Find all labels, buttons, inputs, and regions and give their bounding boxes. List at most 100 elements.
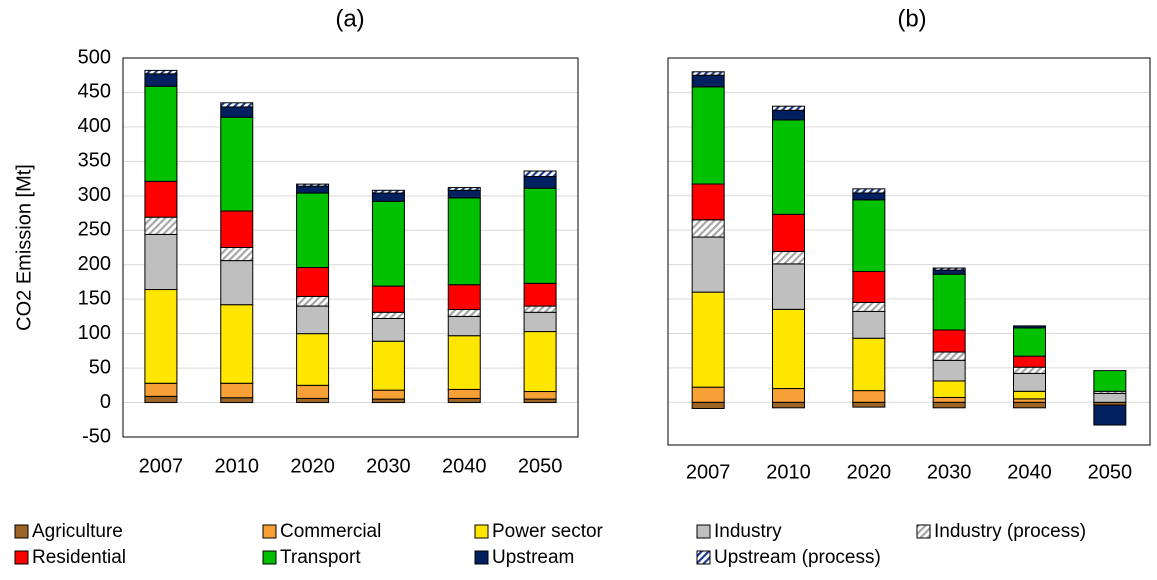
- y-tick-label: 200: [78, 253, 111, 275]
- bar-segment: [523, 170, 557, 178]
- y-tick-label: 300: [78, 184, 111, 206]
- x-tick-label: 2030: [927, 461, 972, 483]
- bar-segment: [1013, 372, 1046, 392]
- bar-segment: [691, 183, 725, 221]
- legend-swatch: [474, 524, 489, 539]
- legend-label: Upstream (process): [714, 547, 881, 568]
- bar-segment: [691, 74, 725, 88]
- bar-segment: [220, 397, 254, 404]
- bar-segment: [220, 116, 254, 212]
- bar-segment: [852, 401, 886, 408]
- bar-segment: [932, 269, 966, 275]
- y-axis-title: CO2 Emission [Mt]: [13, 164, 35, 331]
- bar-segment: [523, 398, 557, 404]
- bar-segment: [144, 395, 178, 404]
- bar-segment: [371, 311, 405, 319]
- bar-segment: [852, 310, 886, 339]
- bar-segment: [371, 200, 405, 287]
- bar-segment: [447, 388, 481, 399]
- bar-segment: [1013, 401, 1046, 409]
- bar-segment: [852, 301, 886, 312]
- bar-segment: [932, 401, 966, 409]
- bar-segment: [220, 210, 254, 248]
- legend-swatch: [916, 524, 931, 539]
- bar-segment: [220, 106, 254, 118]
- chart-title: (a): [335, 5, 364, 32]
- bar-segment: [1013, 355, 1046, 368]
- y-tick-label: 50: [89, 356, 111, 378]
- bar-segment: [144, 69, 178, 75]
- bar-segment: [523, 305, 557, 313]
- y-tick-label: 0: [100, 391, 111, 413]
- legend-label: Industry: [714, 521, 782, 542]
- legend-label: Agriculture: [32, 521, 123, 542]
- bar-segment: [852, 188, 886, 194]
- bar-segment: [1013, 390, 1046, 400]
- x-tick-label: 2007: [686, 461, 731, 483]
- bar-segment: [691, 291, 725, 388]
- y-tick-label: 150: [78, 287, 111, 309]
- legend-label: Transport: [280, 547, 361, 568]
- bar-segment: [1013, 398, 1046, 403]
- bar-segment: [144, 382, 178, 397]
- bar-segment: [447, 315, 481, 337]
- bar-segment: [772, 308, 805, 390]
- bar-segment: [144, 180, 178, 218]
- bar-segment: [371, 285, 405, 313]
- bar-segment: [371, 389, 405, 400]
- legend-label: Industry (process): [934, 521, 1086, 542]
- bar-segment: [691, 71, 725, 76]
- y-tick-label: 100: [78, 322, 111, 344]
- bar-segment: [1093, 404, 1127, 426]
- x-tick-label: 2050: [1088, 461, 1133, 483]
- bar-segment: [523, 311, 557, 333]
- bar-segment: [772, 105, 805, 111]
- legend-label: Upstream: [492, 547, 574, 568]
- bar-segment: [144, 233, 178, 291]
- bar-segment: [523, 391, 557, 400]
- y-tick-label: -50: [82, 425, 111, 447]
- y-tick-label: 450: [78, 81, 111, 103]
- bar-segment: [523, 282, 557, 307]
- bar-segment: [772, 388, 805, 403]
- bar-segment: [691, 236, 725, 293]
- bar-segment: [1013, 366, 1046, 374]
- legend-swatch: [14, 524, 29, 539]
- bar-segment: [932, 396, 966, 403]
- bar-segment: [371, 192, 405, 202]
- bar-segment: [523, 331, 557, 393]
- bar-segment: [1013, 325, 1046, 329]
- bar-segment: [772, 251, 805, 265]
- bar-segment: [371, 398, 405, 404]
- bar-segment: [371, 317, 405, 342]
- bar-segment: [772, 263, 805, 310]
- x-tick-label: 2007: [139, 455, 184, 477]
- legend-label: Power sector: [492, 521, 604, 542]
- bar-segment: [772, 109, 805, 121]
- x-tick-label: 2050: [518, 455, 563, 477]
- x-tick-label: 2010: [215, 455, 260, 477]
- plot-frame: [122, 57, 579, 438]
- bar-segment: [932, 380, 966, 398]
- bar-segment: [691, 401, 725, 410]
- bar-segment: [772, 401, 805, 409]
- bar-segment: [932, 351, 966, 361]
- bar-segment: [447, 397, 481, 404]
- bar-segment: [144, 216, 178, 235]
- bar-segment: [852, 270, 886, 303]
- bar-segment: [144, 73, 178, 87]
- bar-segment: [1093, 370, 1127, 392]
- bar-segment: [523, 187, 557, 284]
- bar-segment: [220, 102, 254, 108]
- bar-segment: [447, 309, 481, 317]
- bar-segment: [296, 295, 330, 307]
- y-tick-label: 250: [78, 219, 111, 241]
- bar-segment: [371, 189, 405, 194]
- bar-segment: [932, 329, 966, 353]
- bar-segment: [296, 305, 330, 335]
- bar-segment: [371, 340, 405, 391]
- x-tick-label: 2020: [290, 455, 335, 477]
- bar-segment: [932, 273, 966, 331]
- bar-segment: [691, 86, 725, 185]
- bar-segment: [852, 337, 886, 392]
